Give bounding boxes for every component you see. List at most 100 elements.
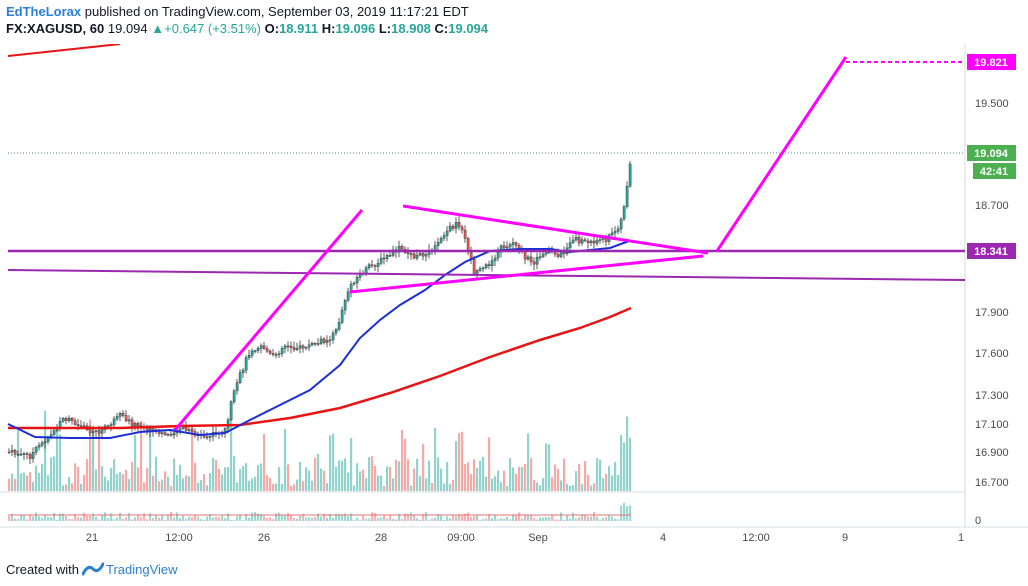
price-chart[interactable]: 19.500 18.700 17.900 17.600 17.300 17.10…: [0, 44, 1028, 550]
candle-body: [67, 417, 71, 422]
volume-bar: [68, 477, 71, 491]
candle-body: [7, 451, 11, 454]
indicator-bar: [608, 515, 611, 521]
candle-body: [82, 425, 86, 427]
indicator-bar: [383, 515, 386, 521]
volume-bar: [269, 477, 272, 491]
candle-body: [22, 453, 26, 455]
time-tick: 28: [375, 532, 387, 544]
indicator-bar: [566, 514, 569, 521]
volume-bar: [218, 468, 221, 491]
red-trendline: [7, 44, 121, 57]
indicator-bar: [620, 505, 623, 521]
candle-body: [163, 432, 167, 436]
price-axis[interactable]: 19.500 18.700 17.900 17.600 17.300 17.10…: [975, 98, 1009, 527]
close-value: 19.094: [448, 21, 489, 36]
tradingview-link[interactable]: TradingView: [106, 562, 178, 577]
price-change: +0.647 (+3.51%): [164, 21, 261, 36]
indicator-bar: [521, 518, 524, 521]
volume-bar: [563, 458, 566, 491]
volume-bar: [296, 479, 299, 491]
volume-bar: [314, 457, 317, 491]
indicator-bar: [386, 518, 389, 521]
chart-area[interactable]: 19.500 18.700 17.900 17.600 17.300 17.10…: [0, 44, 1028, 550]
volume-bar: [503, 470, 506, 491]
indicator-bar: [419, 519, 422, 521]
indicator-bar: [293, 517, 296, 521]
indicator-bar: [341, 514, 344, 521]
volume-bar: [512, 467, 515, 491]
volume-bar: [200, 480, 203, 491]
candle-body: [625, 185, 629, 207]
volume-bar: [500, 482, 503, 491]
volume-bar: [395, 459, 398, 491]
volume-bar: [380, 475, 383, 491]
indicator-bar: [35, 512, 38, 521]
indicator-bar: [158, 517, 161, 521]
price-tick: 17.300: [975, 390, 1009, 402]
volume-bar: [272, 483, 275, 491]
candle-body: [250, 350, 254, 356]
indicator-bar: [290, 514, 293, 521]
tradingview-logo-icon[interactable]: [82, 560, 104, 578]
candle-body: [262, 345, 266, 349]
indicator-bar: [239, 514, 242, 521]
indicator-bar: [338, 513, 341, 521]
volume-bar: [398, 461, 401, 491]
indicator-bar: [392, 519, 395, 521]
candle-body: [355, 277, 359, 284]
candle-body: [331, 332, 335, 341]
indicator-bar: [404, 513, 407, 521]
candle-body: [490, 260, 494, 267]
indicator-bar: [350, 513, 353, 521]
author-link[interactable]: EdTheLorax: [6, 4, 82, 19]
volume-bar: [551, 477, 554, 491]
indicator-bar: [374, 512, 377, 521]
indicator-bar: [56, 519, 59, 521]
candle-body: [583, 239, 587, 242]
indicator-bar: [614, 518, 617, 521]
volume-bar: [11, 473, 14, 491]
volume-bar: [248, 480, 251, 491]
candle-body: [448, 225, 452, 232]
candle-body: [487, 264, 491, 266]
volume-bar: [527, 433, 530, 491]
volume-bar: [176, 474, 179, 491]
candle-body: [106, 425, 110, 427]
volume-bar: [317, 454, 320, 491]
open-value: 18.911: [279, 21, 319, 36]
volume-bar: [155, 456, 158, 491]
candle-body: [616, 228, 620, 232]
candle-body: [559, 251, 563, 257]
indicator-bar: [530, 515, 533, 521]
time-tick: Sep: [528, 532, 548, 544]
indicator-bar: [221, 515, 224, 521]
candle-body: [418, 253, 422, 256]
volume-bar: [26, 475, 29, 491]
indicator-bar: [431, 518, 434, 521]
time-axis[interactable]: 21 12:00 26 28 09:00 Sep 4 12:00 9 1: [86, 532, 964, 544]
volume-bar: [224, 467, 227, 491]
volume-bar: [164, 471, 167, 491]
volume-bar: [341, 460, 344, 491]
indicator-bar: [26, 519, 29, 521]
indicator-bar: [539, 517, 542, 521]
indicator-bar: [371, 512, 374, 521]
candle-body: [529, 256, 533, 263]
candle-body: [40, 442, 44, 446]
indicator-bar: [305, 517, 308, 521]
indicator-bar: [458, 514, 461, 521]
symbol-label[interactable]: FX:XAGUSD, 60: [6, 21, 105, 36]
indicator-bar: [488, 513, 491, 521]
candle-body: [442, 235, 446, 239]
volume-bar: [488, 437, 491, 491]
volume-bar: [560, 480, 563, 491]
indicator-bar: [245, 513, 248, 521]
indicator-bar: [356, 517, 359, 521]
volume-bar: [50, 457, 53, 491]
projection-line: [715, 56, 848, 252]
candle-body: [388, 254, 392, 257]
indicator-bar: [152, 518, 155, 521]
indicator-bar: [8, 515, 11, 521]
indicator-bar: [137, 514, 140, 521]
